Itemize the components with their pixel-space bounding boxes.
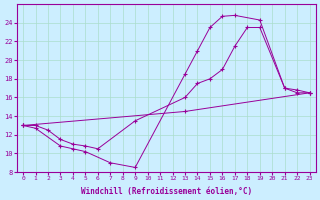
X-axis label: Windchill (Refroidissement éolien,°C): Windchill (Refroidissement éolien,°C): [81, 187, 252, 196]
